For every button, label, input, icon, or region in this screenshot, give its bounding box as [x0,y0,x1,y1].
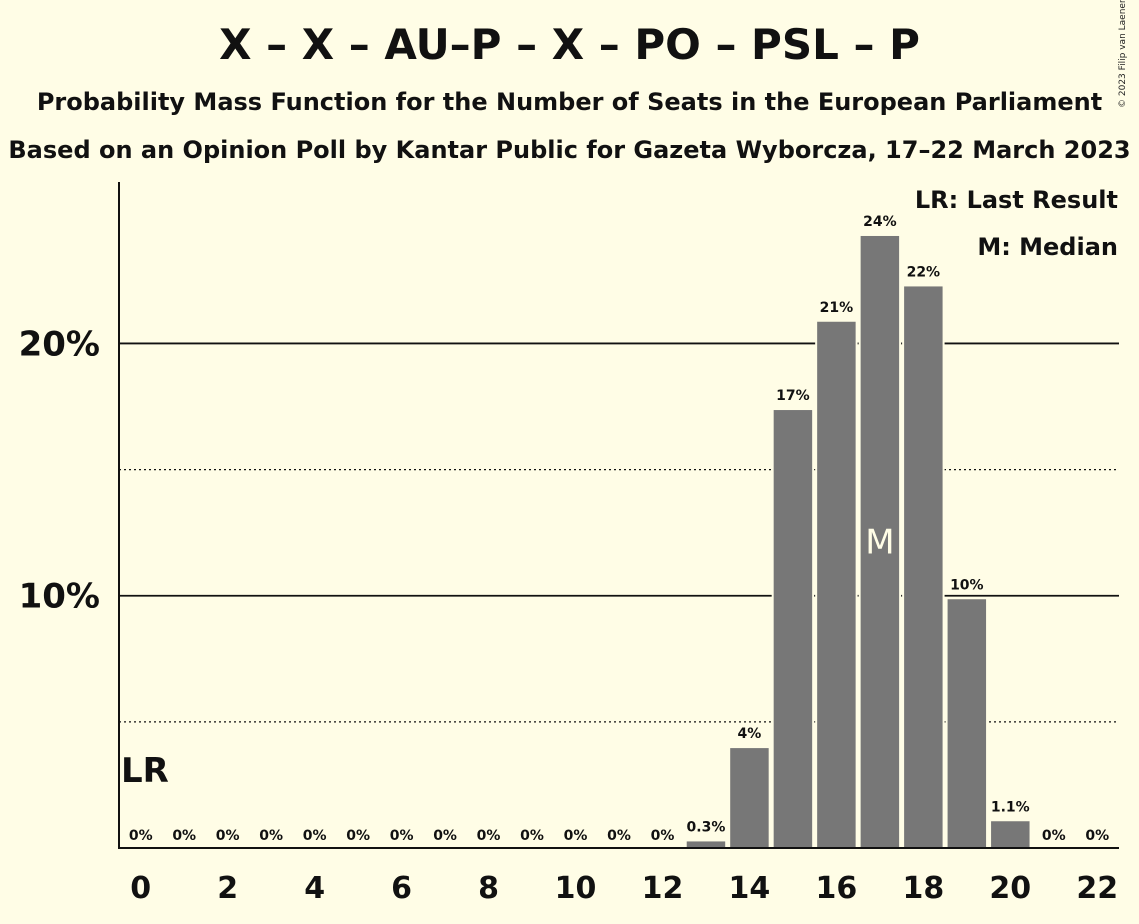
legend-last-result: LR: Last Result [914,186,1118,214]
x-tick-label-20: 20 [989,871,1031,906]
x-tick-label-16: 16 [816,871,858,906]
data-label-11: 0% [607,828,631,844]
chart-title: X – X – AU–P – X – PO – PSL – P [219,20,920,69]
bar-seats-15 [771,408,815,849]
data-label-0: 0% [129,828,153,844]
bar-seats-17 [858,233,902,849]
data-label-8: 0% [477,828,501,844]
x-tick-label-10: 10 [555,871,597,906]
data-label-1: 0% [172,828,196,844]
y-tick-label-10: 10% [19,577,100,617]
legend-median: M: Median [977,233,1118,261]
data-label-13: 0.3% [687,819,726,835]
data-label-19: 10% [950,577,984,593]
data-label-18: 22% [907,264,941,280]
data-label-7: 0% [433,828,457,844]
chart-subtitle-poll: Based on an Opinion Poll by Kantar Publi… [8,136,1131,164]
data-label-21: 0% [1042,828,1066,844]
data-label-14: 4% [738,726,762,742]
bar-seats-16 [815,319,858,849]
data-label-16: 21% [820,300,854,316]
x-tick-label-12: 12 [642,871,684,906]
data-label-20: 1.1% [991,799,1030,815]
x-tick-label-6: 6 [391,871,412,906]
data-label-6: 0% [390,828,414,844]
x-tick-label-2: 2 [217,871,238,906]
data-label-12: 0% [651,828,675,844]
data-label-3: 0% [259,828,283,844]
data-label-9: 0% [520,828,544,844]
bar-seats-20 [989,819,1032,849]
chart-subtitle: Probability Mass Function for the Number… [36,88,1103,116]
data-label-10: 0% [564,828,588,844]
median-marker: M [865,522,894,562]
x-tick-label-18: 18 [902,871,944,906]
x-tick-label-14: 14 [729,871,771,906]
bar-seats-13 [684,839,728,850]
x-tick-label-22: 22 [1076,871,1118,906]
bar-seats-19 [945,597,989,849]
data-label-4: 0% [303,828,327,844]
bar-seats-18 [902,284,945,849]
data-label-5: 0% [346,828,370,844]
x-tick-label-4: 4 [304,871,325,906]
x-tick-label-8: 8 [478,871,499,906]
y-tick-label-20: 20% [19,324,100,364]
last-result-marker: LR [121,751,169,791]
data-label-2: 0% [216,828,240,844]
data-label-22: 0% [1085,828,1109,844]
bar-seats-14 [728,746,771,849]
data-label-17: 24% [863,214,897,230]
x-tick-label-0: 0 [130,871,151,906]
data-label-15: 17% [776,388,810,404]
